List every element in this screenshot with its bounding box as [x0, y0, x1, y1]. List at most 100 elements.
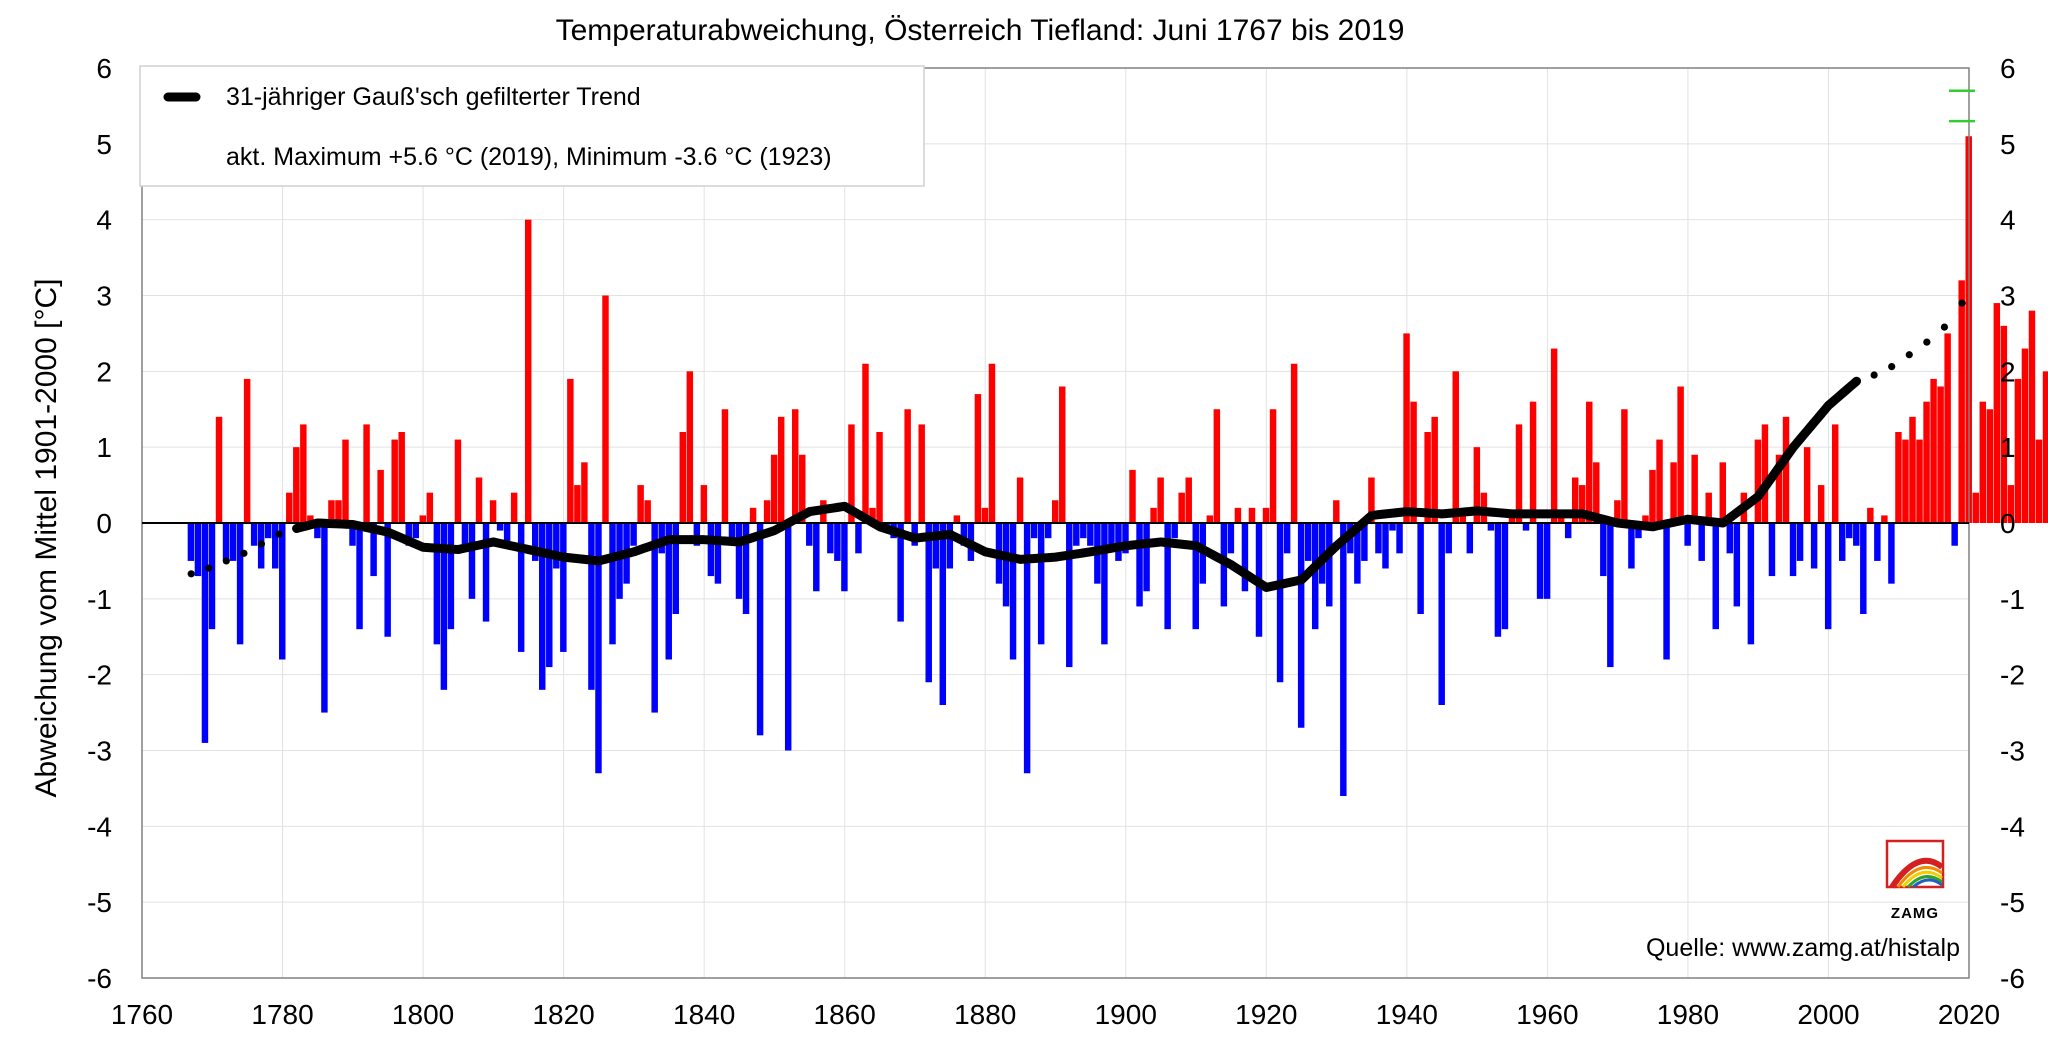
bar-1794 — [377, 469, 384, 523]
bar-2012 — [1909, 416, 1916, 523]
y-tick-right-9: -3 — [2000, 736, 2025, 767]
bar-1843 — [721, 409, 729, 523]
trend-dot-end-4 — [1940, 323, 1949, 331]
y-tick-right-6: 0 — [2000, 508, 2016, 539]
x-tick-8: 1920 — [1235, 999, 1297, 1030]
y-tick-right-0: 6 — [2000, 53, 2016, 84]
y-tick-right-5: 1 — [2000, 432, 2016, 463]
bar-1931 — [1340, 523, 1347, 796]
bar-1865 — [876, 432, 883, 523]
bar-1904 — [1150, 507, 1157, 523]
logo-arc-blue — [1912, 878, 1943, 889]
bar-2007 — [1874, 523, 1881, 561]
bar-1999 — [1817, 485, 1825, 523]
y-tick-left-0: 6 — [96, 53, 112, 84]
y-tick-left-7: -1 — [87, 584, 112, 615]
bar-2005 — [1860, 523, 1867, 614]
bar-1909 — [1185, 477, 1192, 523]
bar-1781 — [286, 492, 293, 523]
x-tick-11: 1980 — [1657, 999, 1719, 1030]
bar-1793 — [370, 523, 377, 577]
bar-1900 — [1122, 523, 1129, 554]
bar-1925 — [1297, 523, 1305, 728]
bar-1817 — [539, 523, 546, 690]
bar-1772 — [222, 523, 230, 561]
bar-1873 — [932, 523, 939, 569]
bar-1776 — [250, 523, 258, 546]
trend-dot-end-0 — [1870, 371, 1878, 379]
y-tick-left-1: 5 — [96, 129, 112, 160]
trend-dot-start-3 — [240, 549, 248, 557]
bar-1861 — [848, 424, 855, 523]
x-tick-4: 1840 — [673, 999, 735, 1030]
bar-1984 — [1712, 523, 1719, 630]
bar-1855 — [806, 523, 813, 546]
bar-1779 — [272, 523, 279, 569]
logo-text: ZAMG — [1891, 905, 1939, 922]
bar-1876 — [953, 515, 961, 523]
x-tick-9: 1940 — [1376, 999, 1438, 1030]
bar-1970 — [1614, 500, 1621, 523]
bar-1820 — [560, 523, 567, 652]
bar-1929 — [1326, 523, 1333, 607]
bar-1989 — [1747, 523, 1755, 645]
x-tick-10: 1960 — [1516, 999, 1578, 1030]
bar-1872 — [925, 523, 932, 683]
bar-1938 — [1389, 523, 1396, 531]
bar-1963 — [1564, 523, 1572, 539]
bar-1824 — [588, 523, 595, 690]
logo-arc-orange — [1896, 865, 1943, 888]
max-marker — [1948, 89, 1975, 123]
bar-2025 — [2000, 325, 2008, 523]
bar-1917 — [1241, 523, 1249, 592]
trend-dot-start-4 — [257, 540, 266, 548]
trend-series — [187, 299, 1966, 592]
bar-1912 — [1206, 515, 1214, 523]
bar-1887 — [1030, 523, 1038, 539]
bar-1796 — [391, 439, 398, 523]
legend-extremes-label: akt. Maximum +5.6 °C (2019), Minimum -3.… — [226, 143, 832, 171]
bar-2002 — [1839, 523, 1846, 561]
bar-1978 — [1670, 462, 1677, 523]
bar-1810 — [489, 500, 497, 523]
bar-1937 — [1382, 523, 1389, 569]
bar-1981 — [1691, 454, 1698, 523]
bar-1814 — [517, 523, 525, 652]
bar-1944 — [1431, 416, 1438, 523]
logo-arc-red — [1889, 857, 1944, 889]
bar-1910 — [1192, 523, 1199, 630]
bar-1961 — [1550, 348, 1558, 523]
bar-1803 — [440, 523, 448, 690]
bar-1800 — [419, 515, 427, 523]
bar-1915 — [1227, 523, 1235, 554]
y-tick-left-3: 3 — [96, 281, 112, 312]
y-tick-left-10: -4 — [87, 811, 112, 842]
x-tick-7: 1900 — [1095, 999, 1157, 1030]
y-tick-right-10: -4 — [2000, 811, 2025, 842]
bar-1841 — [707, 523, 715, 577]
bar-1877 — [960, 523, 968, 546]
bar-1798 — [405, 523, 412, 546]
bar-1893 — [1073, 523, 1080, 546]
bar-2030 — [2035, 439, 2043, 523]
bar-1795 — [384, 523, 391, 637]
bar-2028 — [2021, 348, 2029, 523]
bar-2017 — [1944, 333, 1951, 523]
bar-1839 — [693, 523, 701, 546]
bar-1770 — [208, 523, 216, 630]
bar-1890 — [1051, 500, 1059, 523]
bar-1916 — [1234, 507, 1242, 523]
bar-1840 — [700, 485, 708, 523]
bar-2027 — [2014, 378, 2022, 523]
bar-1997 — [1803, 447, 1811, 523]
bar-1784 — [307, 515, 314, 523]
bar-2000 — [1824, 523, 1832, 630]
bar-1797 — [398, 432, 405, 523]
bar-1775 — [243, 378, 251, 523]
bar-1826 — [602, 295, 609, 523]
bar-1971 — [1621, 409, 1628, 523]
bar-1920 — [1262, 507, 1270, 523]
logo-arc-yellow — [1901, 870, 1943, 888]
bar-1986 — [1726, 523, 1734, 554]
bar-1982 — [1698, 523, 1705, 561]
